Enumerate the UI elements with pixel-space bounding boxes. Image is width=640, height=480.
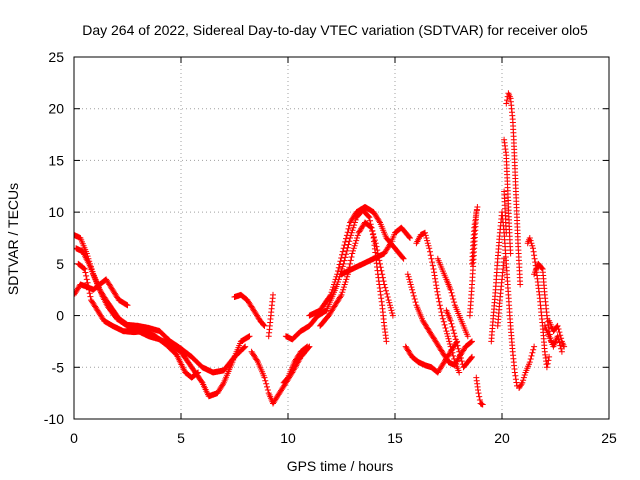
plus-markers xyxy=(74,276,131,309)
series-arc-g xyxy=(265,291,276,340)
series-arc-d xyxy=(75,260,202,381)
series-arc-p xyxy=(434,255,471,340)
y-tick-label: -5 xyxy=(52,359,65,375)
series-arc-ac xyxy=(546,317,568,350)
plus-markers xyxy=(531,260,555,345)
series-arc-v xyxy=(501,136,514,257)
x-tick-label: 5 xyxy=(177,430,185,446)
plot-area xyxy=(74,90,568,408)
plus-markers xyxy=(404,271,475,369)
y-axis-label: SDTVAR / TECUs xyxy=(5,183,21,295)
plus-markers xyxy=(466,204,481,319)
series-arc-u xyxy=(494,255,508,329)
plus-markers xyxy=(280,343,311,386)
series-arc-y xyxy=(516,343,538,391)
plus-markers xyxy=(231,291,268,329)
x-tick-label: 20 xyxy=(494,430,510,446)
series-arc-ab xyxy=(541,322,565,355)
plus-markers xyxy=(413,229,463,376)
y-tick-label: -10 xyxy=(44,411,64,427)
plus-markers xyxy=(434,255,471,340)
series-arc-a xyxy=(74,231,249,376)
y-tick-label: 0 xyxy=(56,308,64,324)
series-arc-q xyxy=(443,307,475,371)
plus-markers xyxy=(501,136,514,257)
series-arc-m xyxy=(404,271,475,369)
series-arc-t xyxy=(488,209,520,389)
plus-markers xyxy=(317,219,396,329)
series-arc-w xyxy=(503,90,524,288)
plus-markers xyxy=(75,260,202,381)
plus-markers xyxy=(488,209,520,389)
x-tick-label: 25 xyxy=(601,430,617,446)
plus-markers xyxy=(524,235,553,371)
series-arc-k xyxy=(306,204,407,319)
series-arc-e xyxy=(231,291,268,329)
plus-markers xyxy=(494,255,508,329)
plus-markers xyxy=(338,224,413,278)
data-points xyxy=(74,90,568,408)
series-arc-l xyxy=(338,224,413,278)
plus-markers xyxy=(248,343,313,407)
y-tick-label: 15 xyxy=(48,152,64,168)
series-arc-aa xyxy=(531,260,555,345)
x-tick-label: 0 xyxy=(70,430,78,446)
chart-title: Day 264 of 2022, Sidereal Day-to-day VTE… xyxy=(82,22,588,38)
plus-markers xyxy=(306,204,407,319)
series-arc-f xyxy=(248,343,313,407)
y-tick-label: 20 xyxy=(48,101,64,117)
plus-markers xyxy=(443,307,475,371)
series-arc-r xyxy=(466,204,481,319)
series-arc-h xyxy=(280,343,311,386)
series-arc-j xyxy=(317,219,396,329)
y-tick-label: 5 xyxy=(56,256,64,272)
x-axis-label: GPS time / hours xyxy=(287,458,394,474)
plus-markers xyxy=(501,188,510,236)
plus-markers xyxy=(516,343,538,391)
y-tick-label: 25 xyxy=(48,49,64,65)
series-arc-c xyxy=(74,276,131,309)
plus-markers xyxy=(74,231,249,376)
plus-markers xyxy=(74,245,253,400)
x-tick-label: 15 xyxy=(387,430,403,446)
plus-markers xyxy=(541,322,565,355)
series-arc-b xyxy=(74,245,253,400)
y-tick-label: 10 xyxy=(48,204,64,220)
series-arc-s xyxy=(473,374,486,408)
plus-markers xyxy=(503,90,524,288)
series-arc-o xyxy=(413,229,463,376)
plus-markers xyxy=(473,374,486,408)
plot-frame xyxy=(73,56,610,420)
series-arc-x xyxy=(501,188,510,236)
x-tick-label: 10 xyxy=(280,430,296,446)
series-arc-z xyxy=(524,235,553,371)
plus-markers xyxy=(546,317,568,350)
grid-lines xyxy=(74,57,609,419)
plus-markers xyxy=(265,291,276,340)
